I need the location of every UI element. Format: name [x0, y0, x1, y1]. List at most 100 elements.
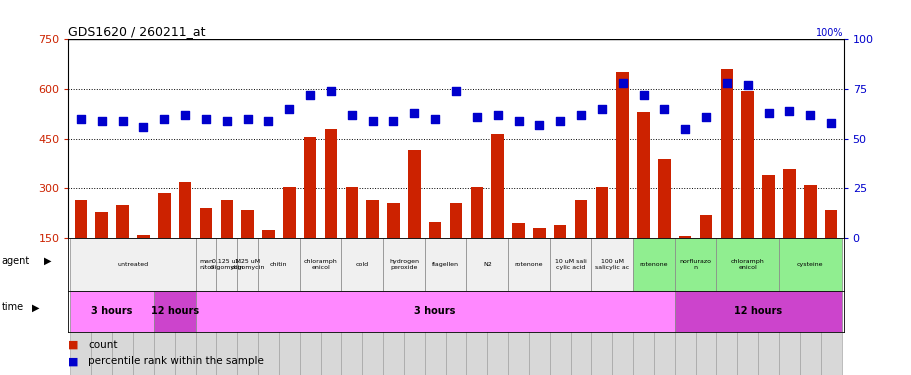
Bar [699, 215, 711, 238]
FancyBboxPatch shape [175, 238, 195, 375]
Text: 12 hours: 12 hours [150, 306, 199, 316]
FancyBboxPatch shape [258, 238, 279, 375]
Point [302, 92, 317, 98]
FancyBboxPatch shape [195, 238, 216, 375]
Bar [716, 238, 778, 291]
Text: GSM85659: GSM85659 [763, 240, 773, 282]
FancyBboxPatch shape [757, 238, 778, 375]
Text: GSM85636: GSM85636 [368, 240, 377, 282]
Bar [137, 235, 149, 238]
Text: GSM85634: GSM85634 [326, 240, 335, 282]
Text: GSM85656: GSM85656 [701, 240, 710, 282]
Bar [300, 238, 341, 291]
FancyBboxPatch shape [820, 238, 841, 375]
Point [220, 118, 234, 124]
FancyBboxPatch shape [300, 238, 320, 375]
Point [115, 118, 129, 124]
Text: chloramph
enicol: chloramph enicol [730, 259, 763, 270]
FancyBboxPatch shape [653, 238, 674, 375]
Bar [466, 238, 507, 291]
Bar [804, 185, 815, 238]
FancyBboxPatch shape [425, 238, 445, 375]
Point [136, 124, 150, 130]
Text: GSM85658: GSM85658 [742, 240, 752, 282]
Point [511, 118, 526, 124]
Text: ■: ■ [68, 357, 79, 366]
Bar [678, 237, 691, 238]
Bar [591, 238, 632, 291]
Bar [741, 91, 753, 238]
FancyBboxPatch shape [383, 238, 404, 375]
Text: GSM85631: GSM85631 [263, 240, 272, 282]
Point [323, 88, 338, 94]
Bar [407, 150, 420, 238]
Bar [470, 187, 483, 238]
Text: chitin: chitin [270, 262, 287, 267]
FancyBboxPatch shape [695, 238, 716, 375]
Bar [262, 230, 274, 238]
Bar [507, 238, 549, 291]
FancyBboxPatch shape [216, 238, 237, 375]
Text: rotenone: rotenone [514, 262, 543, 267]
Bar [220, 200, 233, 238]
FancyBboxPatch shape [70, 238, 91, 375]
Text: GDS1620 / 260211_at: GDS1620 / 260211_at [68, 25, 206, 38]
Bar [341, 238, 383, 291]
Text: GSM85641: GSM85641 [118, 240, 127, 282]
Text: GSM85633: GSM85633 [305, 240, 314, 282]
Text: GSM85637: GSM85637 [389, 240, 397, 282]
Text: GSM85629: GSM85629 [222, 240, 231, 282]
FancyBboxPatch shape [591, 238, 611, 375]
Text: ▶: ▶ [44, 256, 51, 266]
Point [241, 116, 255, 122]
FancyBboxPatch shape [799, 238, 820, 375]
Text: GSM85626: GSM85626 [430, 240, 439, 282]
Text: GSM85650: GSM85650 [618, 240, 627, 282]
Point [677, 126, 691, 132]
Bar [720, 69, 732, 238]
Text: GSM85651: GSM85651 [639, 240, 648, 282]
FancyBboxPatch shape [320, 238, 341, 375]
Text: cysteine: cysteine [796, 262, 823, 267]
Text: GSM85660: GSM85660 [784, 240, 793, 282]
FancyBboxPatch shape [445, 238, 466, 375]
Point [719, 80, 733, 86]
FancyBboxPatch shape [507, 238, 528, 375]
Point [95, 118, 109, 124]
Point [761, 110, 775, 116]
Text: untreated: untreated [118, 262, 148, 267]
Text: 100 uM
salicylic ac: 100 uM salicylic ac [595, 259, 629, 270]
Text: GSM85661: GSM85661 [805, 240, 814, 282]
Text: GSM85653: GSM85653 [159, 240, 169, 282]
Text: GSM85646: GSM85646 [534, 240, 543, 282]
Text: hydrogen
peroxide: hydrogen peroxide [388, 259, 418, 270]
Text: GSM85632: GSM85632 [284, 240, 293, 282]
Bar [70, 291, 154, 332]
Point [178, 112, 192, 118]
Bar [366, 200, 378, 238]
Bar [574, 200, 587, 238]
Text: norflurazo
n: norflurazo n [679, 259, 711, 270]
Text: GSM85642: GSM85642 [138, 240, 148, 282]
Point [406, 110, 421, 116]
Text: 1.25 uM
oligomycin: 1.25 uM oligomycin [230, 259, 264, 270]
FancyBboxPatch shape [133, 238, 154, 375]
Bar [179, 182, 191, 238]
Point [802, 112, 816, 118]
Bar [553, 225, 566, 238]
Point [261, 118, 275, 124]
Text: time: time [2, 303, 24, 312]
Bar [778, 238, 841, 291]
Bar [216, 238, 237, 291]
Text: ■: ■ [68, 340, 79, 350]
Text: GSM85648: GSM85648 [576, 240, 585, 282]
Text: agent: agent [2, 256, 30, 266]
Bar [824, 210, 836, 238]
Text: GSM85640: GSM85640 [97, 240, 106, 282]
FancyBboxPatch shape [341, 238, 362, 375]
FancyBboxPatch shape [716, 238, 736, 375]
Bar [158, 194, 170, 238]
Text: rotenone: rotenone [639, 262, 668, 267]
FancyBboxPatch shape [362, 238, 383, 375]
Bar [324, 129, 337, 238]
